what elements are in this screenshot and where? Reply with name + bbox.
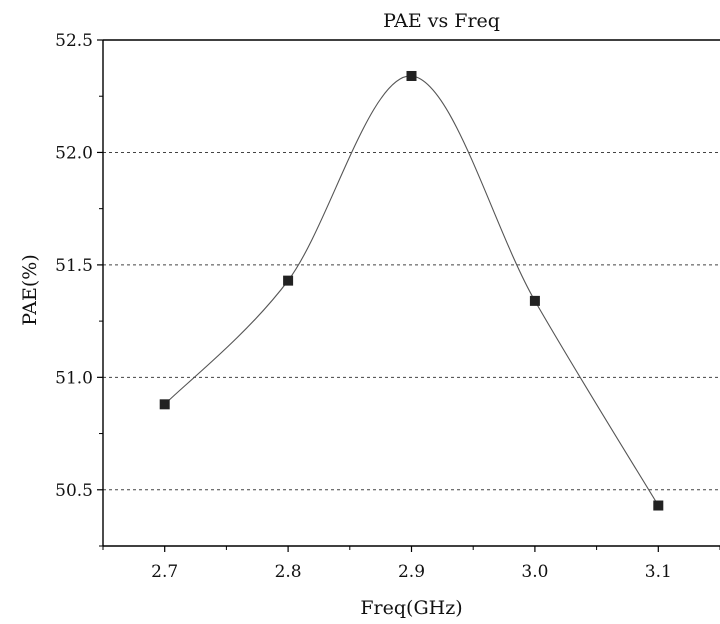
data-point-1 xyxy=(283,275,294,286)
data-point-4 xyxy=(653,500,664,511)
y-tick-label-1: 51.0 xyxy=(55,368,93,388)
plot-area: 50.5 51.0 51.5 52.0 52.5 2.7 2.8 2.9 3.0 3.1 xyxy=(55,31,720,582)
y-tick-label-2: 51.5 xyxy=(55,256,93,276)
gridlines xyxy=(103,151,720,491)
ticks: 50.5 51.0 51.5 52.0 52.5 2.7 2.8 2.9 3.0 3.1 xyxy=(55,31,720,582)
y-tick-label-0: 50.5 xyxy=(55,481,93,501)
data-point-0 xyxy=(159,399,170,410)
y-tick-label-4: 52.5 xyxy=(55,31,93,51)
y-tick-label-3: 52.0 xyxy=(55,143,93,163)
series-line xyxy=(164,75,659,506)
x-tick-label-4: 3.1 xyxy=(645,562,672,582)
data-point-2 xyxy=(406,70,417,81)
data-point-3 xyxy=(529,295,540,306)
chart-title: PAE vs Freq xyxy=(383,10,500,32)
axes xyxy=(102,39,720,547)
x-axis-title: Freq(GHz) xyxy=(360,597,462,619)
x-tick-label-1: 2.8 xyxy=(275,562,302,582)
x-tick-label-2: 2.9 xyxy=(398,562,425,582)
x-tick-label-3: 3.0 xyxy=(521,562,548,582)
series xyxy=(159,70,664,511)
y-axis-title: PAE(%) xyxy=(19,254,41,326)
x-tick-label-0: 2.7 xyxy=(151,562,178,582)
